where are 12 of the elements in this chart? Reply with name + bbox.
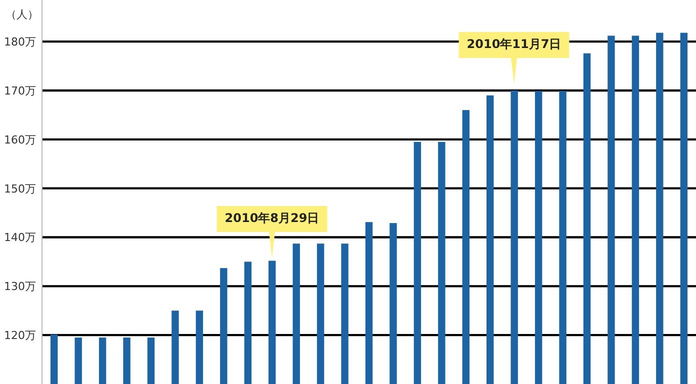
- annotation: 2010年8月29日: [224, 211, 320, 225]
- callout: 2010年8月29日: [216, 206, 328, 258]
- y-tick-label: 130万: [4, 280, 36, 294]
- y-axis-title: （人）: [6, 8, 38, 21]
- y-tick-label: 120万: [4, 329, 36, 342]
- y-tick-label: 160万: [4, 133, 36, 146]
- y-tick-label: 140万: [4, 231, 36, 244]
- callout: 2010年11月7日: [458, 32, 570, 84]
- y-tick-label: 180万: [4, 36, 36, 49]
- y-tick-label: 170万: [4, 84, 36, 98]
- y-tick-label: 150万: [4, 182, 36, 196]
- annotation: 2010年11月7日: [466, 37, 562, 51]
